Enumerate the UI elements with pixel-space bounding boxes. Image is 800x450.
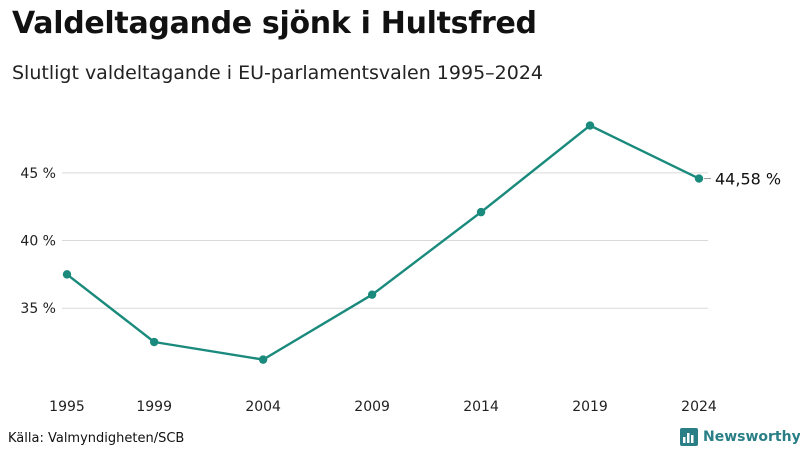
- grid-lines: [62, 172, 708, 309]
- y-tick-label: 35 %: [20, 301, 56, 317]
- x-tick-label: 2014: [463, 399, 499, 415]
- x-tick-label: 1999: [136, 399, 172, 415]
- data-point: [367, 290, 377, 299]
- series-line: [65, 124, 701, 361]
- data-point: [476, 207, 486, 217]
- y-axis-tick-labels: 35 % 40 % 45 %: [20, 166, 56, 317]
- brand-logo: Newsworthy: [680, 427, 800, 447]
- x-axis-tick-labels: 1995 1999 2004 2009 2014 2019 2024: [49, 399, 717, 415]
- x-tick-label: 2009: [354, 399, 390, 415]
- data-point: [149, 337, 159, 347]
- x-tick-label: 2019: [572, 399, 608, 415]
- x-tick-label: 2004: [245, 399, 281, 415]
- bar-chart-logo-icon: [680, 428, 698, 446]
- chart-subtitle: Slutligt valdeltagande i EU-parlamentsva…: [12, 62, 544, 84]
- y-tick-label: 40 %: [20, 234, 56, 250]
- x-tick-label: 1995: [49, 399, 85, 415]
- end-value-label: 44,58 %: [715, 170, 781, 189]
- y-tick-label: 45 %: [20, 166, 56, 182]
- chart-title: Valdeltagande sjönk i Hultsfred: [12, 6, 537, 41]
- data-point: [258, 355, 268, 364]
- series-layer: [62, 121, 704, 364]
- data-point: [694, 174, 704, 183]
- data-point: [62, 270, 72, 279]
- data-point: [585, 121, 595, 130]
- x-tick-label: 2024: [681, 399, 717, 415]
- data-labels: 44,58 %: [704, 170, 781, 189]
- brand-name: Newsworthy: [703, 429, 800, 445]
- source-note: Källa: Valmyndigheten/SCB: [8, 431, 185, 446]
